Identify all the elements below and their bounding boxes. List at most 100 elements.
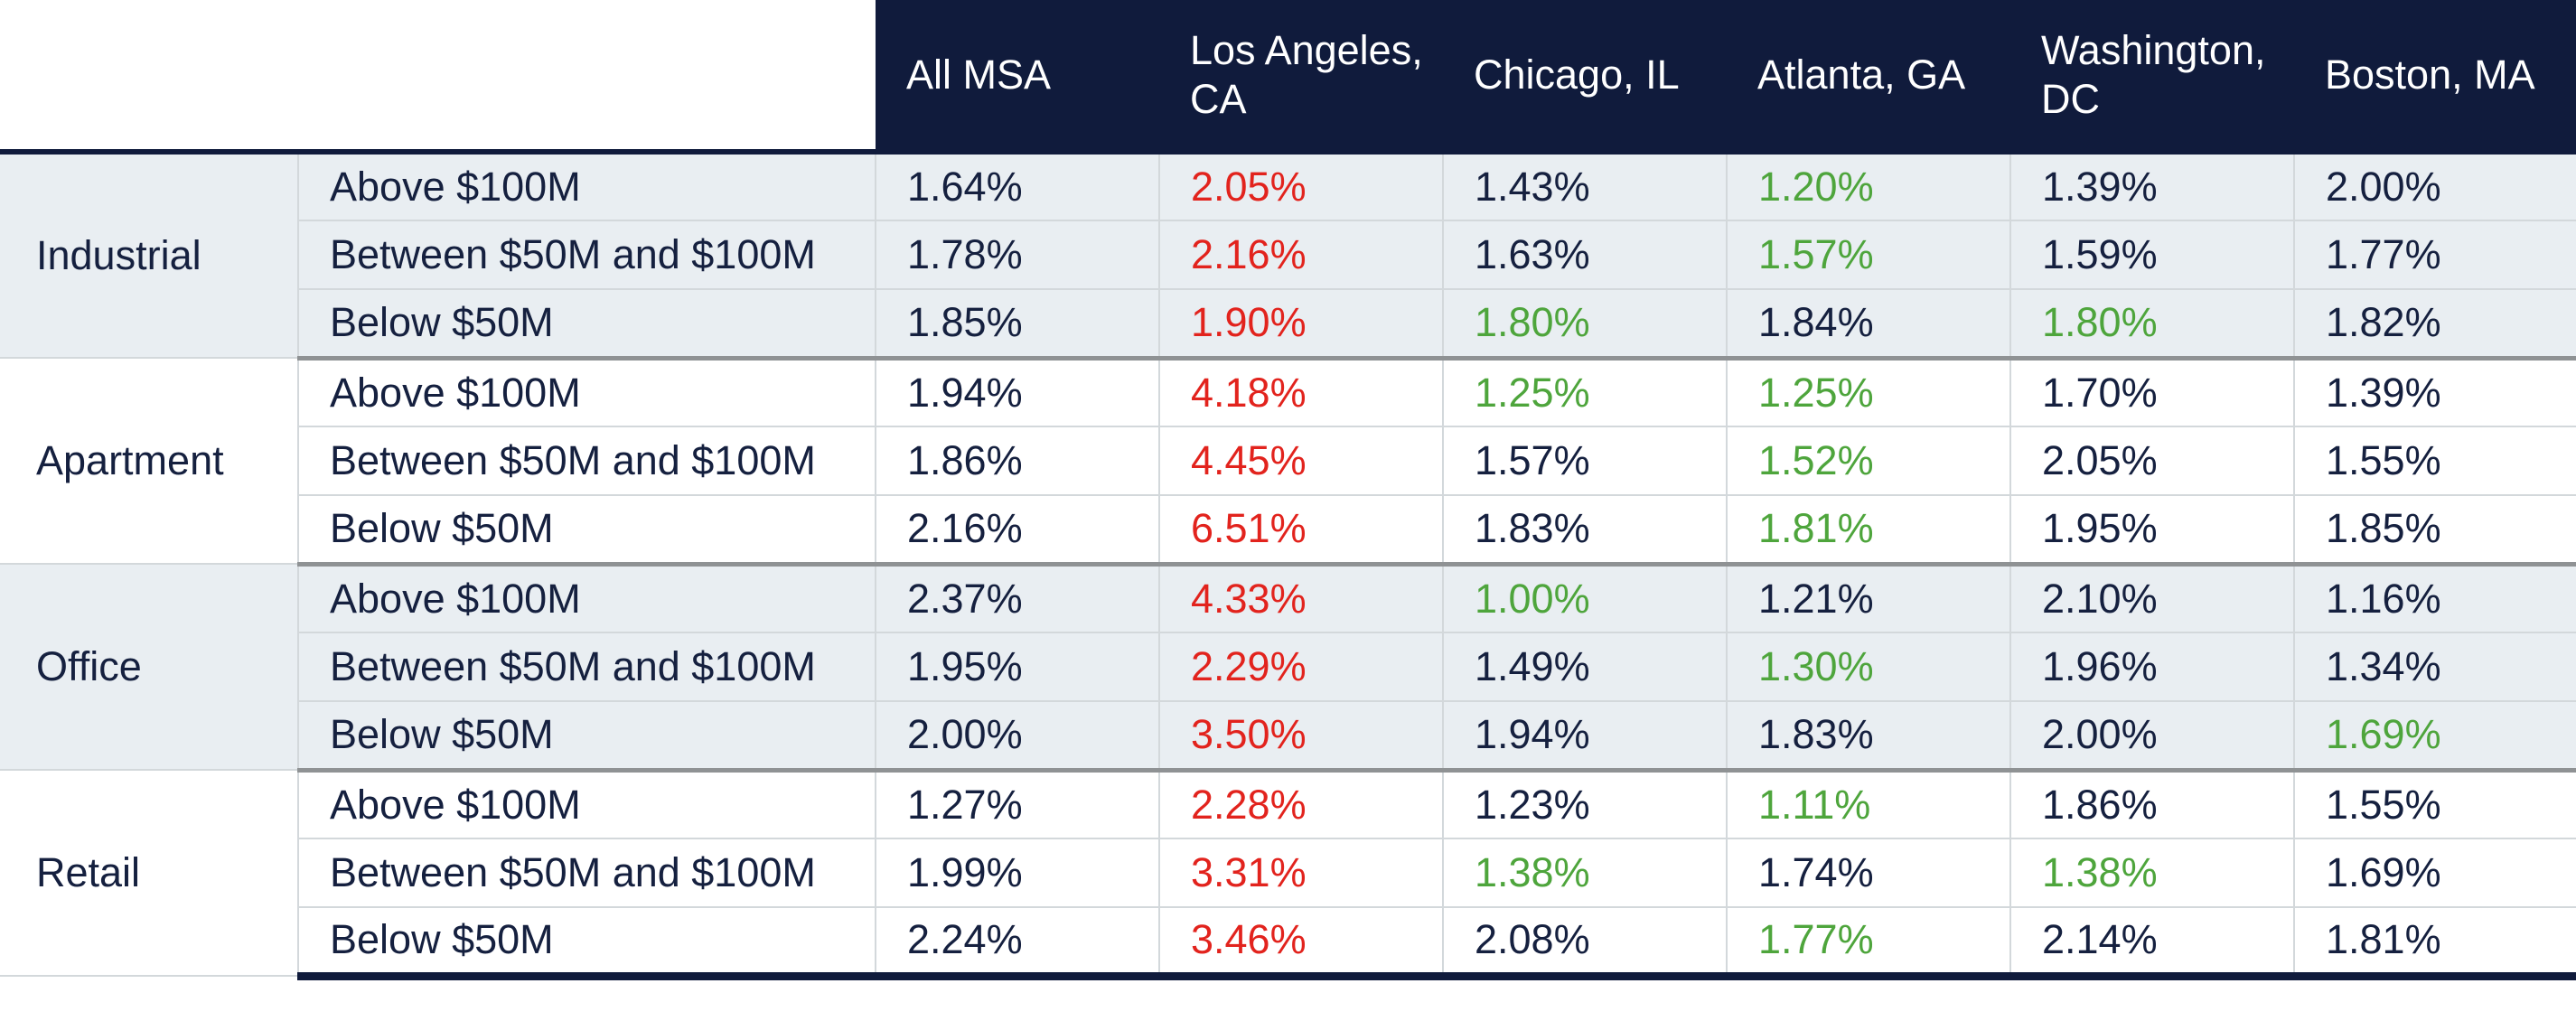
value-cell: 1.99% xyxy=(875,838,1159,908)
size-tier-label: Above $100M xyxy=(297,564,876,633)
table-row: Below $50M 2.24% 3.46% 2.08% 1.77% 2.14%… xyxy=(0,907,2576,980)
col-header-washington: Washington, DC xyxy=(2010,0,2294,155)
size-tier-label: Above $100M xyxy=(297,152,876,221)
table-row: Below $50M 2.16% 6.51% 1.83% 1.81% 1.95%… xyxy=(0,495,2576,567)
value-cell: 1.30% xyxy=(1726,632,2010,702)
size-tier-label: Below $50M xyxy=(297,495,876,567)
value-cell: 2.16% xyxy=(1158,220,1443,290)
value-cell: 1.38% xyxy=(2009,838,2294,908)
value-cell: 1.90% xyxy=(1158,289,1443,361)
value-cell: 1.94% xyxy=(875,358,1159,427)
size-tier-label: Above $100M xyxy=(297,358,876,427)
value-cell: 1.86% xyxy=(2009,770,2294,839)
value-cell: 1.11% xyxy=(1726,770,2010,839)
value-cell: 1.86% xyxy=(875,426,1159,496)
value-cell: 4.45% xyxy=(1158,426,1443,496)
size-tier-label: Between $50M and $100M xyxy=(297,632,876,702)
value-cell: 4.18% xyxy=(1158,358,1443,427)
size-tier-label: Between $50M and $100M xyxy=(297,220,876,290)
table-row: Between $50M and $100M 1.86% 4.45% 1.57%… xyxy=(0,426,2576,496)
size-tier-label: Below $50M xyxy=(297,701,876,773)
value-cell: 1.20% xyxy=(1726,152,2010,221)
table-row: Between $50M and $100M 1.99% 3.31% 1.38%… xyxy=(0,838,2576,908)
size-tier-label: Below $50M xyxy=(297,907,876,980)
value-cell: 1.16% xyxy=(2293,564,2576,633)
value-cell: 2.00% xyxy=(2293,152,2576,221)
value-cell: 2.14% xyxy=(2009,907,2294,980)
value-cell: 3.50% xyxy=(1158,701,1443,773)
value-cell: 2.08% xyxy=(1442,907,1727,980)
table-row: Industrial Above $100M 1.64% 2.05% 1.43%… xyxy=(0,152,2576,359)
value-cell: 1.25% xyxy=(1442,358,1727,427)
value-cell: 1.77% xyxy=(2293,220,2576,290)
value-cell: 3.31% xyxy=(1158,838,1443,908)
value-cell: 2.05% xyxy=(1158,152,1443,221)
value-cell: 1.34% xyxy=(2293,632,2576,702)
table-row: Apartment Above $100M 1.94% 4.18% 1.25% … xyxy=(0,358,2576,565)
table-row: Below $50M 1.85% 1.90% 1.80% 1.84% 1.80%… xyxy=(0,289,2576,361)
value-cell: 1.57% xyxy=(1726,220,2010,290)
table-row: Between $50M and $100M 1.95% 2.29% 1.49%… xyxy=(0,632,2576,702)
value-cell: 1.84% xyxy=(1726,289,2010,361)
value-cell: 1.69% xyxy=(2293,838,2576,908)
value-cell: 1.83% xyxy=(1726,701,2010,773)
value-cell: 1.80% xyxy=(1442,289,1727,361)
value-cell: 2.24% xyxy=(875,907,1159,980)
value-cell: 1.57% xyxy=(1442,426,1727,496)
col-header-atlanta: Atlanta, GA xyxy=(1727,0,2010,155)
size-tier-label: Below $50M xyxy=(297,289,876,361)
value-cell: 6.51% xyxy=(1158,495,1443,567)
size-tier-label: Between $50M and $100M xyxy=(297,426,876,496)
value-cell: 2.29% xyxy=(1158,632,1443,702)
value-cell: 1.85% xyxy=(875,289,1159,361)
col-header-boston: Boston, MA xyxy=(2294,0,2576,155)
value-cell: 1.81% xyxy=(2293,907,2576,980)
value-cell: 4.33% xyxy=(1158,564,1443,633)
value-cell: 1.74% xyxy=(1726,838,2010,908)
value-cell: 1.96% xyxy=(2009,632,2294,702)
value-cell: 1.81% xyxy=(1726,495,2010,567)
value-cell: 1.49% xyxy=(1442,632,1727,702)
value-cell: 1.95% xyxy=(2009,495,2294,567)
value-cell: 1.23% xyxy=(1442,770,1727,839)
table-row: Between $50M and $100M 1.78% 2.16% 1.63%… xyxy=(0,220,2576,290)
value-cell: 1.43% xyxy=(1442,152,1727,221)
col-header-all-msa: All MSA xyxy=(876,0,1159,155)
table-row: Retail Above $100M 1.27% 2.28% 1.23% 1.1… xyxy=(0,770,2576,977)
header-row: All MSA Los Angeles, CA Chicago, IL Atla… xyxy=(0,0,2576,155)
table-row: Below $50M 2.00% 3.50% 1.94% 1.83% 2.00%… xyxy=(0,701,2576,773)
value-cell: 2.00% xyxy=(2009,701,2294,773)
value-cell: 1.69% xyxy=(2293,701,2576,773)
value-cell: 2.00% xyxy=(875,701,1159,773)
section-label-retail: Retail xyxy=(0,770,298,977)
value-cell: 1.82% xyxy=(2293,289,2576,361)
size-tier-label: Between $50M and $100M xyxy=(297,838,876,908)
col-header-chicago: Chicago, IL xyxy=(1443,0,1727,155)
value-cell: 1.80% xyxy=(2009,289,2294,361)
value-cell: 1.77% xyxy=(1726,907,2010,980)
value-cell: 1.21% xyxy=(1726,564,2010,633)
col-header-los-angeles: Los Angeles, CA xyxy=(1159,0,1443,155)
value-cell: 1.94% xyxy=(1442,701,1727,773)
table-row: Office Above $100M 2.37% 4.33% 1.00% 1.2… xyxy=(0,564,2576,771)
value-cell: 1.59% xyxy=(2009,220,2294,290)
value-cell: 1.70% xyxy=(2009,358,2294,427)
value-cell: 1.39% xyxy=(2293,358,2576,427)
value-cell: 2.16% xyxy=(875,495,1159,567)
value-cell: 1.39% xyxy=(2009,152,2294,221)
value-cell: 1.25% xyxy=(1726,358,2010,427)
value-cell: 1.38% xyxy=(1442,838,1727,908)
value-cell: 2.28% xyxy=(1158,770,1443,839)
value-cell: 3.46% xyxy=(1158,907,1443,980)
section-label-office: Office xyxy=(0,564,298,771)
section-label-apartment: Apartment xyxy=(0,358,298,565)
section-label-industrial: Industrial xyxy=(0,152,298,359)
value-cell: 2.10% xyxy=(2009,564,2294,633)
value-cell: 1.95% xyxy=(875,632,1159,702)
value-cell: 1.83% xyxy=(1442,495,1727,567)
value-cell: 1.64% xyxy=(875,152,1159,221)
rates-table: All MSA Los Angeles, CA Chicago, IL Atla… xyxy=(0,0,2576,980)
value-cell: 1.00% xyxy=(1442,564,1727,633)
value-cell: 1.55% xyxy=(2293,426,2576,496)
value-cell: 1.27% xyxy=(875,770,1159,839)
